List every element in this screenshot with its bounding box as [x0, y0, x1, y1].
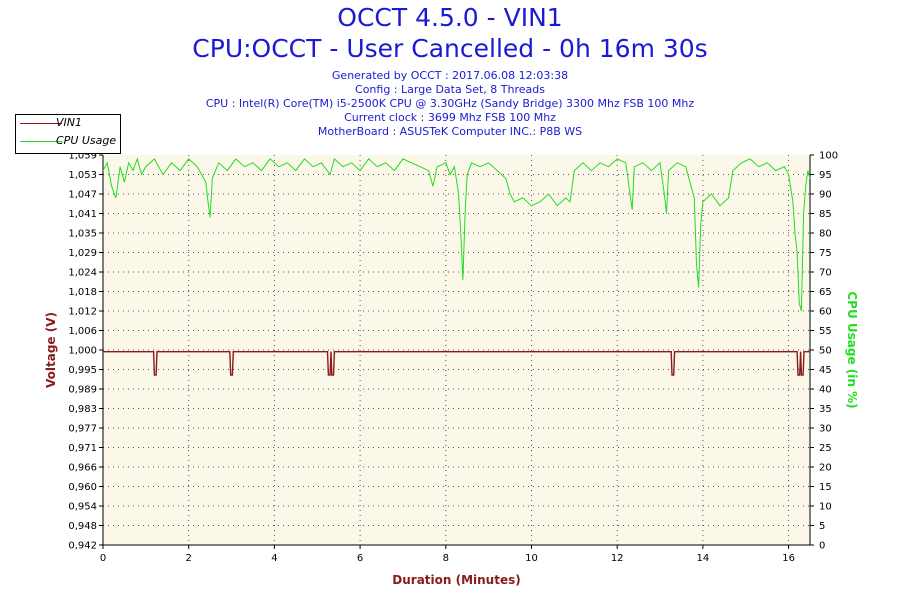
- y-right-tick-label: 75: [819, 248, 832, 259]
- chart-title: OCCT 4.5.0 - VIN1: [337, 3, 563, 32]
- info-motherboard: MotherBoard : ASUSTeK Computer INC.: P8B…: [317, 125, 583, 138]
- y-tick-label: 0,948: [68, 521, 97, 532]
- y-right-tick-label: 80: [819, 229, 832, 240]
- y-right-tick-label: 70: [819, 268, 832, 279]
- y-right-tick-label: 30: [819, 424, 832, 435]
- y-tick-label: 1,059: [68, 151, 97, 162]
- y-axis-label: Voltage (V): [44, 312, 58, 388]
- y-tick-label: 1,041: [68, 209, 97, 220]
- info-config: Config : Large Data Set, 8 Threads: [355, 83, 545, 96]
- chart-legend: VIN1 CPU Usage: [15, 114, 121, 154]
- y-tick-label: 0,966: [68, 463, 97, 474]
- y-tick-label: 0,942: [68, 541, 97, 552]
- legend-label-cpu-usage: CPU Usage: [56, 134, 117, 147]
- x-tick-label: 2: [186, 553, 192, 564]
- legend-label-vin1: VIN1: [56, 116, 82, 129]
- y-tick-label: 1,012: [68, 307, 97, 318]
- x-tick-label: 8: [443, 553, 449, 564]
- y-right-tick-label: 40: [819, 385, 832, 396]
- y-tick-label: 1,047: [68, 190, 97, 201]
- y-tick-label: 1,000: [68, 346, 97, 357]
- y-tick-label: 1,024: [68, 268, 97, 279]
- y-right-tick-label: 5: [819, 521, 825, 532]
- y-tick-label: 0,983: [68, 404, 97, 415]
- y-right-tick-label: 65: [819, 287, 832, 298]
- x-tick-label: 10: [525, 553, 538, 564]
- chart-subtitle: CPU:OCCT - User Cancelled - 0h 16m 30s: [192, 34, 708, 63]
- x-axis-label: Duration (Minutes): [392, 573, 520, 587]
- y-right-tick-label: 60: [819, 307, 832, 318]
- y-tick-label: 0,960: [68, 482, 97, 493]
- x-tick-label: 14: [697, 553, 710, 564]
- y-tick-label: 0,971: [68, 443, 97, 454]
- legend-item-vin1: VIN1: [16, 115, 120, 131]
- y-right-axis-label: CPU Usage (in %): [845, 291, 859, 408]
- y-right-tick-label: 85: [819, 209, 832, 220]
- series-line-vin1: [103, 351, 810, 376]
- y-right-tick-label: 45: [819, 365, 832, 376]
- y-tick-label: 0,977: [68, 424, 97, 435]
- y-tick-label: 0,954: [68, 502, 97, 513]
- x-tick-label: 4: [271, 553, 277, 564]
- y-right-tick-label: 35: [819, 404, 832, 415]
- y-right-tick-label: 55: [819, 326, 832, 337]
- y-right-tick-label: 50: [819, 346, 832, 357]
- y-tick-label: 1,029: [68, 248, 97, 259]
- y-right-tick-label: 95: [819, 170, 832, 181]
- y-tick-label: 1,035: [68, 229, 97, 240]
- y-tick-label: 1,006: [68, 326, 97, 337]
- y-right-tick-label: 100: [819, 151, 838, 162]
- y-tick-label: 1,053: [68, 170, 97, 181]
- legend-swatch-vin1: [20, 123, 62, 124]
- x-tick-label: 0: [100, 553, 106, 564]
- info-generated: Generated by OCCT : 2017.06.08 12:03:38: [331, 69, 569, 82]
- x-tick-label: 12: [611, 553, 624, 564]
- y-right-tick-label: 15: [819, 482, 832, 493]
- plot-area: [103, 155, 810, 545]
- series-line-cpu-usage: [102, 157, 811, 312]
- legend-item-cpu-usage: CPU Usage: [16, 133, 120, 149]
- y-tick-label: 0,995: [68, 365, 97, 376]
- y-right-tick-label: 10: [819, 502, 832, 513]
- y-right-tick-label: 90: [819, 190, 832, 201]
- legend-swatch-cpu-usage: [20, 141, 62, 142]
- y-right-tick-label: 25: [819, 443, 832, 454]
- x-tick-label: 16: [782, 553, 795, 564]
- x-tick-label: 6: [357, 553, 363, 564]
- info-cpu: CPU : Intel(R) Core(TM) i5-2500K CPU @ 3…: [205, 97, 695, 110]
- y-right-tick-label: 0: [819, 541, 825, 552]
- info-clock: Current clock : 3699 Mhz FSB 100 Mhz: [344, 111, 556, 124]
- y-right-tick-label: 20: [819, 463, 832, 474]
- y-tick-label: 0,989: [68, 385, 97, 396]
- y-tick-label: 1,018: [68, 287, 97, 298]
